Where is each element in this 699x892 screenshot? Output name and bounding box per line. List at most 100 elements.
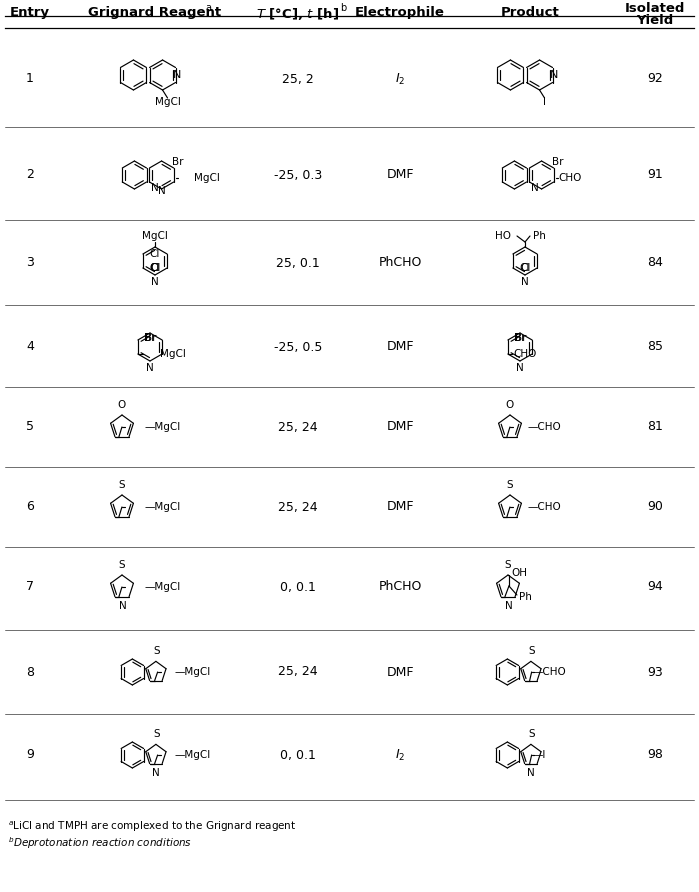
Text: —CHO: —CHO (533, 667, 566, 677)
Text: Electrophile: Electrophile (355, 6, 445, 19)
Text: DMF: DMF (387, 169, 414, 181)
Text: Br: Br (514, 333, 525, 343)
Text: 91: 91 (647, 169, 663, 181)
Text: S: S (528, 647, 535, 657)
Text: N: N (516, 363, 524, 373)
Text: 1: 1 (26, 72, 34, 86)
Text: N: N (120, 600, 127, 611)
Text: N: N (146, 363, 154, 373)
Text: Br: Br (515, 333, 526, 343)
Text: 6: 6 (26, 500, 34, 514)
Text: N: N (152, 768, 160, 778)
Text: Br: Br (552, 157, 563, 168)
Text: b: b (340, 3, 346, 13)
Text: —MgCl: —MgCl (175, 667, 211, 677)
Text: OH: OH (511, 568, 527, 578)
Text: —CHO: —CHO (528, 502, 562, 512)
Text: S: S (119, 560, 125, 570)
Text: Ph: Ph (533, 231, 546, 241)
Text: S: S (154, 647, 160, 657)
Text: —MgCl: —MgCl (175, 750, 211, 760)
Text: Cl: Cl (520, 263, 531, 273)
Text: DMF: DMF (387, 500, 414, 514)
Text: I: I (543, 97, 546, 107)
Text: DMF: DMF (387, 665, 414, 679)
Text: -25, 0.3: -25, 0.3 (274, 169, 322, 181)
Text: $I_2$: $I_2$ (395, 71, 405, 87)
Text: 8: 8 (26, 665, 34, 679)
Text: 9: 9 (26, 748, 34, 762)
Text: N: N (505, 600, 513, 611)
Text: $^a$LiCl and TMPH are complexed to the Grignard reagent: $^a$LiCl and TMPH are complexed to the G… (8, 820, 296, 834)
Text: 85: 85 (647, 341, 663, 353)
Text: Isolated: Isolated (625, 2, 685, 15)
Text: 25, 24: 25, 24 (278, 420, 318, 434)
Text: Ph: Ph (519, 592, 532, 602)
Text: —MgCl: —MgCl (145, 422, 181, 432)
Text: PhCHO: PhCHO (378, 581, 421, 593)
Text: Cl: Cl (150, 263, 160, 273)
Text: CHO: CHO (513, 349, 536, 359)
Text: 7: 7 (26, 581, 34, 593)
Text: O: O (506, 400, 514, 410)
Text: N: N (528, 768, 535, 778)
Text: Cl: Cl (150, 263, 160, 273)
Text: 5: 5 (26, 420, 34, 434)
Text: Entry: Entry (10, 6, 50, 19)
Text: N: N (173, 70, 182, 80)
Text: 93: 93 (647, 665, 663, 679)
Text: MgCl: MgCl (194, 173, 219, 183)
Text: Br: Br (143, 333, 155, 343)
Text: DMF: DMF (387, 341, 414, 353)
Text: Product: Product (500, 6, 559, 19)
Text: S: S (119, 480, 125, 490)
Text: Cl: Cl (150, 263, 160, 273)
Text: N: N (521, 277, 529, 287)
Text: CHO: CHO (559, 173, 582, 183)
Text: 4: 4 (26, 341, 34, 353)
Text: MgCl: MgCl (154, 97, 180, 107)
Text: N: N (151, 183, 159, 194)
Text: Cl: Cl (520, 263, 530, 273)
Text: $I_2$: $I_2$ (395, 747, 405, 763)
Text: 0, 0.1: 0, 0.1 (280, 581, 316, 593)
Text: 2: 2 (26, 169, 34, 181)
Text: DMF: DMF (387, 420, 414, 434)
Text: 0, 0.1: 0, 0.1 (280, 748, 316, 762)
Text: N: N (158, 186, 166, 196)
Text: 25, 24: 25, 24 (278, 665, 318, 679)
Text: 90: 90 (647, 500, 663, 514)
Text: Cl: Cl (150, 249, 160, 259)
Text: 25, 2: 25, 2 (282, 72, 314, 86)
Text: MgCl: MgCl (142, 231, 168, 241)
Text: 25, 24: 25, 24 (278, 500, 318, 514)
Text: 81: 81 (647, 420, 663, 434)
Text: N: N (531, 183, 538, 194)
Text: 92: 92 (647, 72, 663, 86)
Text: S: S (507, 480, 513, 490)
Text: 3: 3 (26, 257, 34, 269)
Text: S: S (528, 730, 535, 739)
Text: 98: 98 (647, 748, 663, 762)
Text: —CHO: —CHO (528, 422, 562, 432)
Text: 25, 0.1: 25, 0.1 (276, 257, 320, 269)
Text: Yield: Yield (636, 14, 674, 27)
Text: -25, 0.5: -25, 0.5 (274, 341, 322, 353)
Text: 94: 94 (647, 581, 663, 593)
Text: —I: —I (533, 750, 546, 760)
Text: 84: 84 (647, 257, 663, 269)
Text: Br: Br (145, 333, 157, 343)
Text: $T$ [°C], $t$ [h]: $T$ [°C], $t$ [h] (257, 6, 340, 22)
Text: $^b$Deprotonation reaction conditions: $^b$Deprotonation reaction conditions (8, 835, 192, 851)
Text: N: N (550, 70, 559, 80)
Text: —MgCl: —MgCl (145, 502, 181, 512)
Text: HO: HO (495, 231, 511, 241)
Text: a: a (205, 3, 211, 13)
Text: MgCl: MgCl (160, 349, 186, 359)
Text: —MgCl: —MgCl (145, 582, 181, 592)
Text: Br: Br (172, 157, 184, 168)
Text: PhCHO: PhCHO (378, 257, 421, 269)
Text: S: S (154, 730, 160, 739)
Text: Grignard Reagent: Grignard Reagent (89, 6, 222, 19)
Text: O: O (118, 400, 126, 410)
